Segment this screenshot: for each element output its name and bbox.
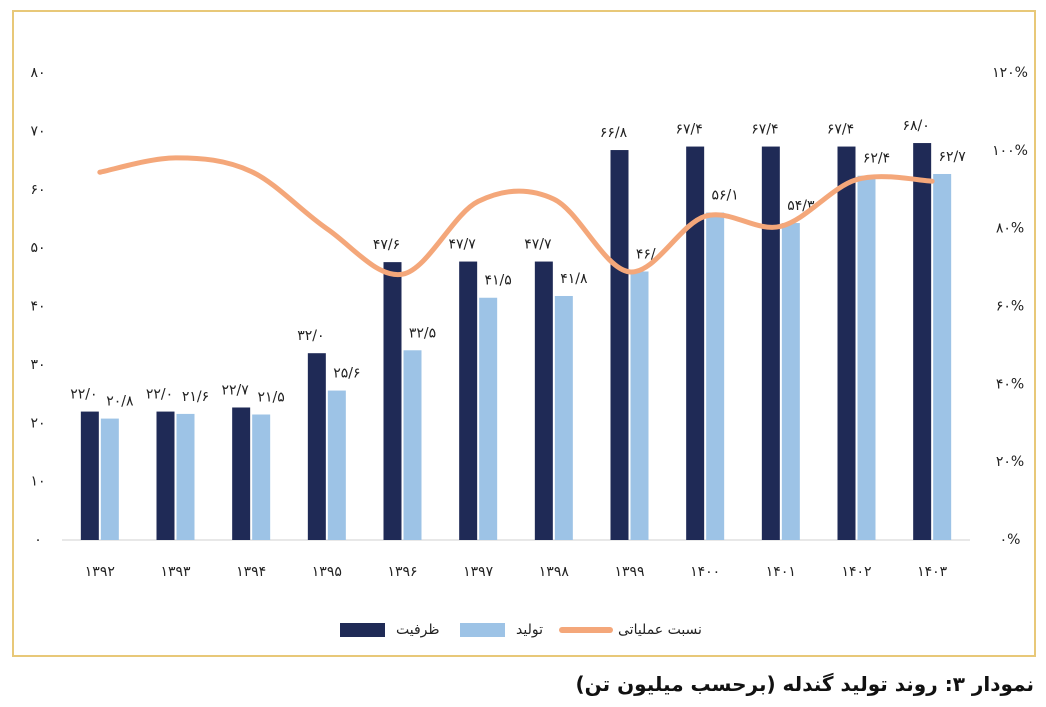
data-label: ۲۲/۰ (146, 387, 173, 403)
bar (232, 407, 251, 540)
x-tick-label: ۱۳۹۹ (614, 564, 644, 580)
y2-tick-label: ۸۰% (996, 221, 1024, 237)
x-tick-label: ۱۴۰۰ (690, 564, 720, 580)
data-label: ۶۷/۴ (676, 122, 703, 138)
data-label: ۴۱/۸ (560, 271, 588, 287)
data-label: ۶۶/۸ (600, 125, 628, 141)
bar (610, 150, 629, 540)
data-label: ۴۷/۷ (449, 237, 477, 253)
data-label: ۴۷/۶ (373, 237, 400, 253)
bar (837, 146, 856, 541)
bar (327, 390, 346, 540)
x-tick-label: ۱۳۹۵ (312, 564, 342, 580)
y-tick-label: ۱۰ (30, 474, 45, 490)
y2-tick-label: ۱۲۰% (992, 65, 1028, 81)
bar (100, 418, 119, 540)
bar (403, 350, 422, 540)
y-tick-label: ۸۰ (30, 65, 45, 81)
x-tick-label: ۱۳۹۶ (387, 564, 417, 580)
bar (383, 262, 402, 540)
bar (630, 271, 649, 540)
data-label: ۶۷/۴ (827, 122, 854, 138)
data-label: ۶۲/۷ (939, 149, 967, 165)
legend-label: نسبت عملیاتی (618, 622, 702, 638)
y-tick-label: ۷۰ (30, 123, 45, 139)
y-tick-label: ۰ (34, 532, 42, 548)
line (97, 155, 935, 277)
bar (857, 175, 876, 541)
bar (479, 297, 498, 540)
bar (554, 295, 573, 540)
bar (686, 146, 705, 541)
y2-tick-label: ۶۰% (996, 299, 1024, 315)
x-tick-label: ۱۳۹۷ (463, 564, 494, 580)
x-tick-label: ۱۴۰۱ (766, 564, 796, 580)
legend-symbol (340, 623, 385, 637)
chart-frame (12, 10, 1036, 657)
legend-label: تولید (516, 622, 543, 638)
data-label: ۲۵/۶ (333, 366, 360, 382)
bar (459, 261, 478, 540)
data-label: ۶۷/۴ (751, 122, 778, 138)
legend-label: ظرفیت (396, 622, 440, 638)
x-tick-label: ۱۳۹۲ (85, 564, 115, 580)
y-tick-label: ۵۰ (30, 240, 45, 256)
data-label: ۳۲/۰ (297, 328, 324, 344)
bar (307, 353, 326, 540)
data-label: ۶۸/۰ (903, 118, 930, 134)
bar (176, 413, 195, 540)
data-label: ۴۱/۵ (485, 273, 512, 289)
y-tick-label: ۴۰ (30, 299, 45, 315)
bar (913, 143, 932, 541)
x-tick-label: ۱۳۹۳ (160, 564, 191, 580)
data-label: ۳۲/۵ (409, 325, 436, 341)
y-tick-label: ۳۰ (30, 357, 45, 373)
y2-tick-label: ۴۰% (996, 376, 1024, 392)
x-tick-label: ۱۳۹۴ (236, 564, 266, 580)
x-tick-label: ۱۴۰۲ (841, 564, 871, 580)
x-tick-label: ۱۴۰۳ (917, 564, 948, 580)
y-tick-label: ۶۰ (30, 182, 45, 198)
bar (706, 212, 725, 541)
data-label: ۲۲/۷ (222, 382, 250, 398)
chart: ۰ ۱۰ ۲۰ ۳۰ ۴۰ ۵۰ ۶۰ ۷۰ ۸۰ ۰% ۲۰% ۴۰% ۶۰% ۸۰% ۱۰۰% ۱۲۰% ۱… (30, 65, 1028, 638)
bar (252, 414, 271, 540)
data-label: ۲۰/۸ (106, 394, 134, 410)
x-tick-label: ۱۳۹۸ (539, 564, 570, 580)
chart-title: نمودار ۳: روند تولید گندله (برحسب میلیون… (575, 672, 1035, 696)
data-label: ۴۷/۷ (524, 237, 552, 253)
bar (80, 411, 99, 540)
data-label: ۲۱/۶ (182, 389, 209, 405)
data-label: ۲۲/۰ (70, 387, 97, 403)
bar (933, 173, 952, 540)
bar (781, 223, 800, 540)
data-label: ۵۶/۱ (712, 188, 739, 204)
bar (534, 261, 553, 540)
legend-symbol (460, 623, 505, 637)
y2-tick-label: ۲۰% (996, 454, 1024, 470)
bar (156, 411, 175, 540)
y2-tick-label: ۰% (1000, 532, 1021, 548)
y2-tick-label: ۱۰۰% (992, 143, 1028, 159)
data-label: ۶۲/۴ (863, 151, 890, 167)
bar (761, 146, 780, 541)
y-tick-label: ۲۰ (30, 415, 45, 431)
data-label: ۲۱/۵ (258, 389, 285, 405)
